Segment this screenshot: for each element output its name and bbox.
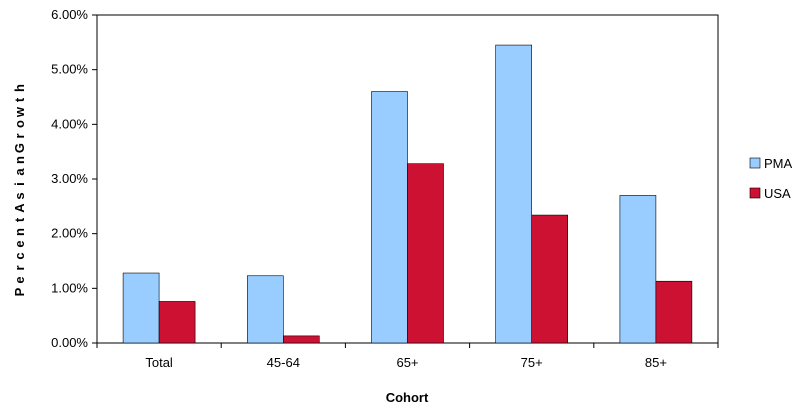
y-axis-title-glyph: c [12,252,27,259]
y-axis-title-glyph: o [12,120,27,128]
bar-pma-65+ [372,92,408,343]
y-axis-ticks: 0.00% 1.00% 2.00% 3.00% 4.00% 5.00% 6.00% [51,7,97,350]
x-tick-label: 65+ [396,355,418,370]
y-tick-label: 6.00% [51,7,88,22]
y-axis-title-glyph: w [12,106,27,118]
y-axis-title-glyph: i [12,182,27,186]
y-axis-title-glyph: r [12,265,27,270]
y-axis-title-glyph: h [12,84,27,92]
bar-pma-75+ [496,45,532,343]
y-axis-title-glyph: A [12,203,27,213]
bar-usa-75+ [532,215,568,343]
x-tick-label: 85+ [645,355,667,370]
y-axis-title-glyph: n [12,228,27,236]
legend-label-pma: PMA [764,156,793,171]
bar-usa-Total [159,301,195,343]
y-tick-label: 1.00% [51,280,88,295]
y-axis-title-glyph: G [12,143,27,153]
bar-usa-65+ [408,164,444,343]
bar-usa-85+ [656,281,692,343]
y-axis-title-glyph: P [12,287,27,296]
y-axis-title-glyph: t [12,97,27,102]
legend-swatch-pma [750,158,760,168]
y-tick-label: 5.00% [51,62,88,77]
y-axis-title-glyph: e [12,276,27,283]
x-tick-label: 75+ [521,355,543,370]
bar-pma-85+ [620,195,656,343]
x-axis-ticks: Total 45-64 65+ 75+ 85+ [97,343,718,370]
y-tick-label: 3.00% [51,171,88,186]
x-tick-label: Total [145,355,173,370]
y-axis-title-glyph: s [12,192,27,199]
bar-pma-Total [123,273,159,343]
bar-pma-45-64 [247,276,283,343]
y-tick-label: 2.00% [51,226,88,241]
bar-usa-45-64 [283,336,319,343]
legend-swatch-usa [750,188,760,198]
y-axis-title-glyph: a [12,168,27,176]
y-axis-title-glyph: t [12,217,27,222]
legend-label-usa: USA [764,186,791,201]
y-tick-label: 0.00% [51,335,88,350]
y-axis-title-glyph: n [12,156,27,164]
y-tick-label: 4.00% [51,116,88,131]
legend: PMA USA [750,156,793,201]
y-axis-title-glyph: e [12,240,27,247]
x-tick-label: 45-64 [267,355,300,370]
x-axis-title: Cohort [386,390,429,405]
y-axis-title-glyph: r [12,133,27,138]
